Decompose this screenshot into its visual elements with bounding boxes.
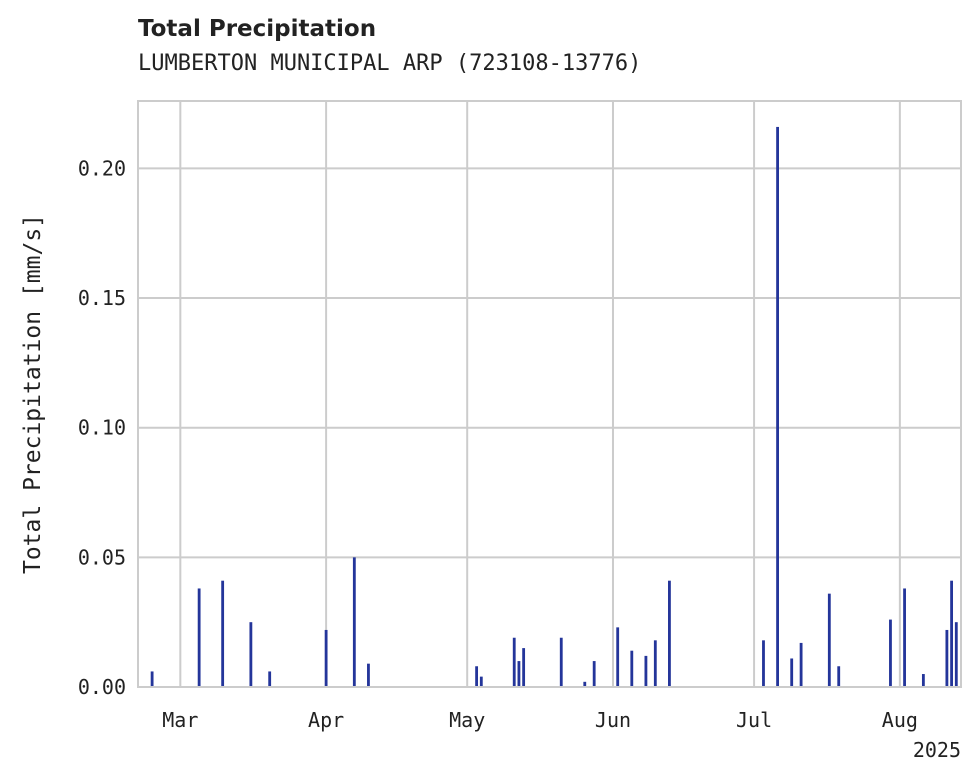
y-tick-label: 0.10 bbox=[78, 416, 126, 440]
precip-bar bbox=[592, 661, 596, 687]
precip-bar bbox=[479, 676, 483, 687]
precip-bar bbox=[616, 627, 620, 687]
precip-bar bbox=[837, 666, 841, 687]
precip-bar bbox=[475, 666, 479, 687]
precip-bar bbox=[630, 650, 634, 687]
y-tick-label: 0.00 bbox=[78, 675, 126, 699]
precip-bar bbox=[517, 661, 521, 687]
precip-bar bbox=[559, 637, 563, 687]
precip-bar bbox=[889, 619, 892, 687]
y-tick-label: 0.15 bbox=[78, 286, 126, 310]
precip-bar bbox=[776, 126, 779, 688]
precip-bar bbox=[522, 648, 526, 687]
precip-bar bbox=[150, 671, 154, 687]
precip-bar bbox=[249, 622, 253, 687]
x-tick-label: May bbox=[449, 708, 485, 732]
precip-bar bbox=[324, 629, 328, 687]
precip-bar bbox=[668, 580, 671, 687]
chart-title: Total Precipitation bbox=[138, 16, 377, 42]
y-axis-label: Total Precipitation [mm/s] bbox=[20, 214, 46, 574]
precip-bar bbox=[762, 640, 765, 687]
precip-bar bbox=[790, 658, 794, 687]
x-tick-label: Aug bbox=[882, 708, 918, 732]
precip-bar bbox=[367, 663, 370, 687]
precip-bar bbox=[950, 580, 954, 687]
x-axis-year-label: 2025 bbox=[913, 738, 961, 762]
x-tick-label: Apr bbox=[308, 708, 344, 732]
precip-bar bbox=[827, 593, 831, 687]
precip-bar bbox=[644, 655, 648, 687]
plot-frame bbox=[137, 100, 962, 688]
y-tick-label: 0.20 bbox=[78, 156, 126, 180]
precip-bar bbox=[921, 674, 925, 687]
x-tick-label: Mar bbox=[162, 708, 198, 732]
ticks-layer: 0.00 0.05 0.10 0.15 0.20 Mar Apr May Jun Jul Aug bbox=[78, 156, 918, 732]
spine-layer bbox=[137, 100, 962, 688]
precip-bar bbox=[903, 588, 906, 687]
precip-bar bbox=[512, 637, 516, 687]
bars-layer bbox=[150, 126, 958, 688]
precip-bar bbox=[653, 640, 657, 687]
precip-bar bbox=[352, 557, 356, 687]
precip-bar bbox=[954, 622, 958, 687]
precip-bar bbox=[197, 588, 201, 687]
x-tick-label: Jun bbox=[595, 708, 631, 732]
chart-subtitle: LUMBERTON MUNICIPAL ARP (723108-13776) bbox=[138, 51, 642, 76]
precip-bar bbox=[799, 642, 803, 687]
precip-bar bbox=[221, 580, 225, 687]
precip-bar bbox=[945, 629, 949, 687]
grid-layer bbox=[138, 101, 961, 687]
y-tick-label: 0.05 bbox=[78, 545, 126, 569]
precip-bar bbox=[268, 671, 272, 687]
precip-bar bbox=[583, 681, 587, 687]
x-tick-label: Jul bbox=[736, 708, 772, 732]
